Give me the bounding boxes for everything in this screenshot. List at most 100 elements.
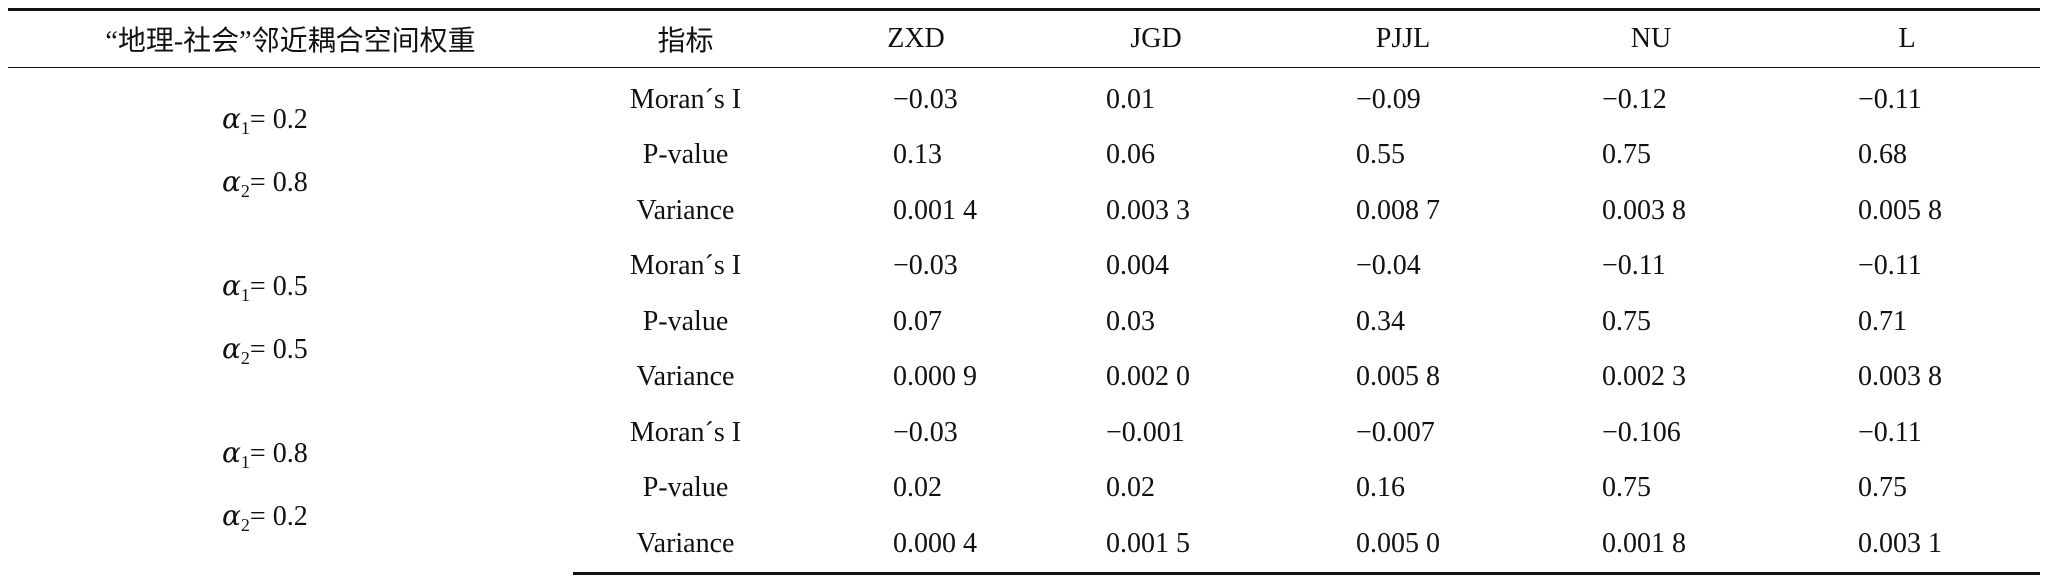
value-cell: 0.000 4 [798, 516, 1034, 575]
value-cell: 0.001 8 [1528, 516, 1774, 575]
alpha-2-line: α2= 0.8 [222, 155, 573, 218]
alpha-2-line: α2= 0.2 [222, 489, 573, 552]
table-row: P-value 0.02 0.02 0.16 0.75 0.75 [8, 461, 2040, 517]
value-cell: 0.55 [1356, 139, 1405, 171]
value-cell: 0.71 [1858, 305, 1907, 337]
header-nu: NU [1528, 8, 1774, 68]
indicator-cell: Moran´s I [629, 250, 742, 282]
weight-cell: α1= 0.2 α2= 0.8 [8, 68, 573, 239]
value-cell: 0.005 0 [1278, 516, 1528, 575]
value-cell: 0.001 4 [893, 194, 977, 226]
value-cell: −0.03 [893, 250, 958, 282]
results-table-container: “地理-社会”邻近耦合空间权重 指标 ZXD JGD PJJL NU L α1=… [8, 8, 2040, 575]
value-cell: 0.002 3 [1602, 361, 1686, 393]
alpha-symbol: α [222, 436, 241, 469]
weight-cell: α1= 0.5 α2= 0.5 [8, 239, 573, 406]
alpha-subscript: 1 [240, 452, 250, 472]
indicator-cell: Variance [573, 516, 798, 575]
table-body: α1= 0.2 α2= 0.8 Moran´s I −0.03 0.01 −0.09 −0.… [8, 68, 2040, 575]
alpha-subscript: 2 [240, 347, 250, 368]
value-cell: 0.004 [1106, 250, 1169, 282]
alpha-value: = 0.5 [249, 333, 308, 365]
value-cell: 0.75 [1602, 305, 1651, 337]
value-cell: −0.106 [1602, 416, 1681, 448]
alpha-value: = 0.8 [249, 167, 308, 199]
value-cell: 0.75 [1602, 139, 1651, 171]
value-cell: 0.002 0 [1106, 361, 1190, 393]
table-row: Variance 0.000 4 0.001 5 0.005 0 0.001 8 0.00… [8, 516, 2040, 575]
value-cell: −0.04 [1356, 250, 1421, 282]
value-cell: 0.06 [1106, 139, 1155, 171]
table-row: Variance 0.001 4 0.003 3 0.008 7 0.003 8 0.00… [8, 183, 2040, 239]
alpha-1-line: α1= 0.2 [222, 92, 573, 155]
table-row: Variance 0.000 9 0.002 0 0.005 8 0.002 3 0.00… [8, 350, 2040, 406]
value-cell: −0.007 [1356, 416, 1435, 448]
header-l: L [1774, 8, 2040, 68]
alpha-1-line: α1= 0.5 [222, 259, 573, 322]
value-cell: 0.000 9 [893, 361, 977, 393]
alpha-value: = 0.2 [249, 104, 308, 136]
value-cell: −0.12 [1602, 83, 1667, 115]
alpha-1-line: α1= 0.8 [222, 426, 573, 489]
table-header-row: “地理-社会”邻近耦合空间权重 指标 ZXD JGD PJJL NU L [8, 8, 2040, 68]
value-cell: −0.11 [1858, 83, 1922, 115]
value-cell: 0.16 [1356, 472, 1405, 504]
value-cell: 0.003 1 [1774, 516, 2040, 575]
value-cell: 0.003 3 [1106, 194, 1190, 226]
value-cell: 0.03 [1106, 305, 1155, 337]
value-cell: −0.11 [1858, 250, 1922, 282]
indicator-cell: Variance [636, 361, 735, 393]
value-cell: 0.001 5 [1034, 516, 1278, 575]
header-jgd: JGD [1034, 8, 1278, 68]
alpha-symbol: α [222, 268, 241, 302]
value-cell: 0.008 7 [1356, 194, 1440, 226]
table-row: P-value 0.07 0.03 0.34 0.75 0.71 [8, 294, 2040, 350]
header-pjjl: PJJL [1278, 8, 1528, 68]
value-cell: 0.01 [1106, 83, 1155, 115]
value-cell: 0.003 8 [1858, 361, 1942, 393]
indicator-cell: P-value [642, 139, 729, 171]
value-cell: 0.02 [893, 472, 942, 504]
table-row: α1= 0.5 α2= 0.5 Moran´s I −0.03 0.004 −0.04 −0… [8, 239, 2040, 368]
alpha-subscript: 1 [240, 118, 250, 139]
value-cell: −0.001 [1106, 416, 1185, 448]
value-cell: −0.11 [1858, 416, 1922, 448]
alpha-2-line: α2= 0.5 [222, 322, 573, 385]
alpha-value: = 0.8 [249, 438, 308, 469]
indicator-cell: Variance [636, 194, 735, 226]
value-cell: 0.34 [1356, 305, 1405, 337]
table-row: P-value 0.13 0.06 0.55 0.75 0.68 [8, 128, 2040, 184]
alpha-symbol: α [222, 165, 241, 199]
indicator-cell: P-value [642, 305, 729, 337]
header-zxd: ZXD [798, 8, 1034, 68]
value-cell: 0.02 [1106, 472, 1155, 504]
indicator-cell: Moran´s I [629, 416, 742, 448]
alpha-subscript: 2 [240, 181, 250, 202]
weight-cell: α1= 0.8 α2= 0.2 [8, 405, 573, 573]
value-cell: −0.11 [1602, 250, 1666, 282]
value-cell: 0.003 8 [1602, 194, 1686, 226]
alpha-symbol: α [222, 499, 241, 532]
table-row: α1= 0.8 α2= 0.2 Moran´s I −0.03 −0.001 −0.007… [8, 405, 2040, 535]
header-indicator: 指标 [573, 8, 798, 68]
alpha-subscript: 1 [240, 284, 250, 305]
alpha-value: = 0.5 [249, 270, 308, 302]
alpha-symbol: α [222, 331, 241, 365]
value-cell: 0.75 [1858, 472, 1907, 504]
header-weight: “地理-社会”邻近耦合空间权重 [8, 8, 573, 68]
indicator-cell: Moran´s I [629, 83, 742, 115]
alpha-value: = 0.2 [249, 501, 308, 532]
value-cell: −0.03 [893, 416, 958, 448]
value-cell: 0.07 [893, 305, 942, 337]
value-cell: −0.03 [893, 83, 958, 115]
value-cell: 0.13 [893, 139, 942, 171]
alpha-subscript: 2 [240, 515, 250, 535]
value-cell: 0.005 8 [1356, 361, 1440, 393]
value-cell: 0.005 8 [1858, 194, 1942, 226]
value-cell: −0.09 [1356, 83, 1421, 115]
value-cell: 0.75 [1602, 472, 1651, 504]
indicator-cell: P-value [642, 472, 729, 504]
table-row: α1= 0.2 α2= 0.8 Moran´s I −0.03 0.01 −0.09 −0.… [8, 68, 2040, 202]
moran-results-table: “地理-社会”邻近耦合空间权重 指标 ZXD JGD PJJL NU L α1=… [8, 8, 2040, 575]
alpha-symbol: α [222, 102, 241, 136]
